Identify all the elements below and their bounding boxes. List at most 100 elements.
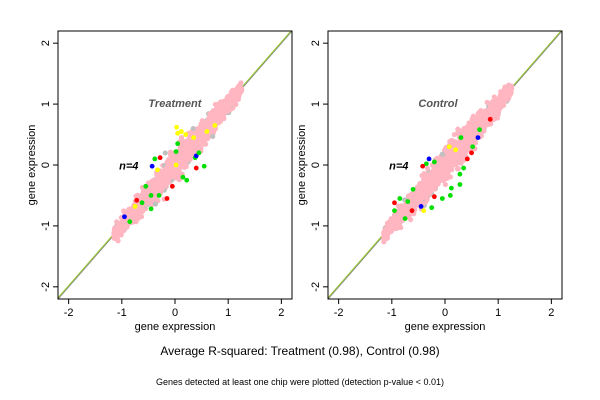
outlier-point xyxy=(183,132,189,137)
outlier-point xyxy=(184,177,190,183)
x-tick-label: -2 xyxy=(64,307,74,319)
outlier-point xyxy=(464,156,470,162)
outlier-point xyxy=(127,219,133,225)
data-point xyxy=(115,238,121,244)
outlier-point xyxy=(448,185,454,191)
outlier-point xyxy=(132,204,138,209)
outlier-point xyxy=(180,174,186,180)
x-tick-label: -1 xyxy=(387,307,397,319)
outlier-point xyxy=(392,200,397,206)
outlier-point xyxy=(134,197,140,203)
data-point xyxy=(208,115,215,122)
outlier-point xyxy=(196,150,202,156)
data-point xyxy=(442,181,449,188)
y-tick-label: -1 xyxy=(40,221,52,231)
data-point xyxy=(238,87,245,94)
outlier-point xyxy=(175,141,181,147)
outlier-point xyxy=(469,150,474,156)
data-point xyxy=(157,179,163,185)
data-point xyxy=(133,207,139,214)
outlier-point xyxy=(148,206,154,212)
plot-area xyxy=(328,31,562,299)
data-point xyxy=(183,163,189,170)
data-point xyxy=(178,134,185,141)
data-point xyxy=(382,230,388,237)
outlier-point xyxy=(439,196,445,201)
data-point xyxy=(499,94,506,101)
outlier-point xyxy=(175,130,181,136)
data-point xyxy=(420,188,426,195)
data-point xyxy=(480,117,486,123)
y-tick-label: 0 xyxy=(310,162,322,168)
y-axis-label: gene expression xyxy=(296,125,308,206)
data-point xyxy=(503,88,510,94)
outlier-point xyxy=(173,149,179,155)
outlier-point xyxy=(405,199,411,204)
data-point xyxy=(432,170,439,176)
x-tick-label: -2 xyxy=(334,307,344,319)
data-point xyxy=(447,138,453,145)
outlier-point xyxy=(201,163,207,169)
outlier-point xyxy=(457,182,463,187)
data-point xyxy=(419,194,426,200)
outlier-point xyxy=(431,194,437,200)
outlier-point xyxy=(156,193,162,198)
outlier-point xyxy=(148,193,154,198)
data-point xyxy=(424,165,431,171)
sample-count-annotation: n=4 xyxy=(119,160,138,172)
data-point xyxy=(451,131,457,138)
data-point xyxy=(179,151,186,158)
data-point xyxy=(213,117,220,123)
data-point xyxy=(231,95,238,101)
outlier-point xyxy=(431,159,437,165)
outlier-point xyxy=(410,186,416,192)
outlier-point xyxy=(418,204,424,209)
data-point xyxy=(491,106,498,112)
outlier-point xyxy=(157,155,163,161)
x-tick-label: 0 xyxy=(172,307,178,319)
data-point xyxy=(199,135,205,142)
outlier-point xyxy=(191,135,197,140)
data-point xyxy=(186,145,193,151)
y-tick-label: -2 xyxy=(310,282,322,292)
outlier-point xyxy=(447,193,453,198)
outlier-point xyxy=(409,208,415,214)
outlier-point xyxy=(143,183,149,189)
data-point xyxy=(450,150,457,157)
outlier-point xyxy=(426,156,432,162)
outlier-point xyxy=(420,163,426,169)
outlier-point xyxy=(470,144,476,150)
y-tick-label: 1 xyxy=(40,101,52,107)
data-point xyxy=(424,172,430,178)
y-tick-label: -1 xyxy=(310,221,322,231)
outlier-point xyxy=(149,163,155,169)
data-point xyxy=(455,126,461,132)
y-tick-label: -2 xyxy=(40,282,52,292)
outlier-point xyxy=(475,135,481,140)
x-tick-label: -1 xyxy=(117,307,127,319)
y-tick-label: 2 xyxy=(40,40,52,46)
outlier-point xyxy=(174,124,179,130)
outlier-point xyxy=(423,161,429,167)
outlier-points xyxy=(392,116,493,222)
data-point xyxy=(219,105,225,112)
x-axis-label: gene expression xyxy=(135,321,216,333)
data-point xyxy=(386,226,393,233)
outlier-points xyxy=(122,123,218,225)
data-point xyxy=(381,239,387,245)
outlier-point xyxy=(402,216,408,222)
data-point xyxy=(167,165,174,172)
data-point xyxy=(457,143,463,150)
outlier-point xyxy=(487,116,493,122)
data-point xyxy=(200,121,206,127)
data-point xyxy=(131,212,137,218)
data-point xyxy=(484,99,490,105)
outlier-point xyxy=(178,129,184,134)
x-tick-label: 0 xyxy=(442,307,448,319)
data-point xyxy=(121,208,127,214)
data-point xyxy=(491,94,497,100)
data-point xyxy=(415,193,421,200)
outlier-point xyxy=(169,183,175,189)
